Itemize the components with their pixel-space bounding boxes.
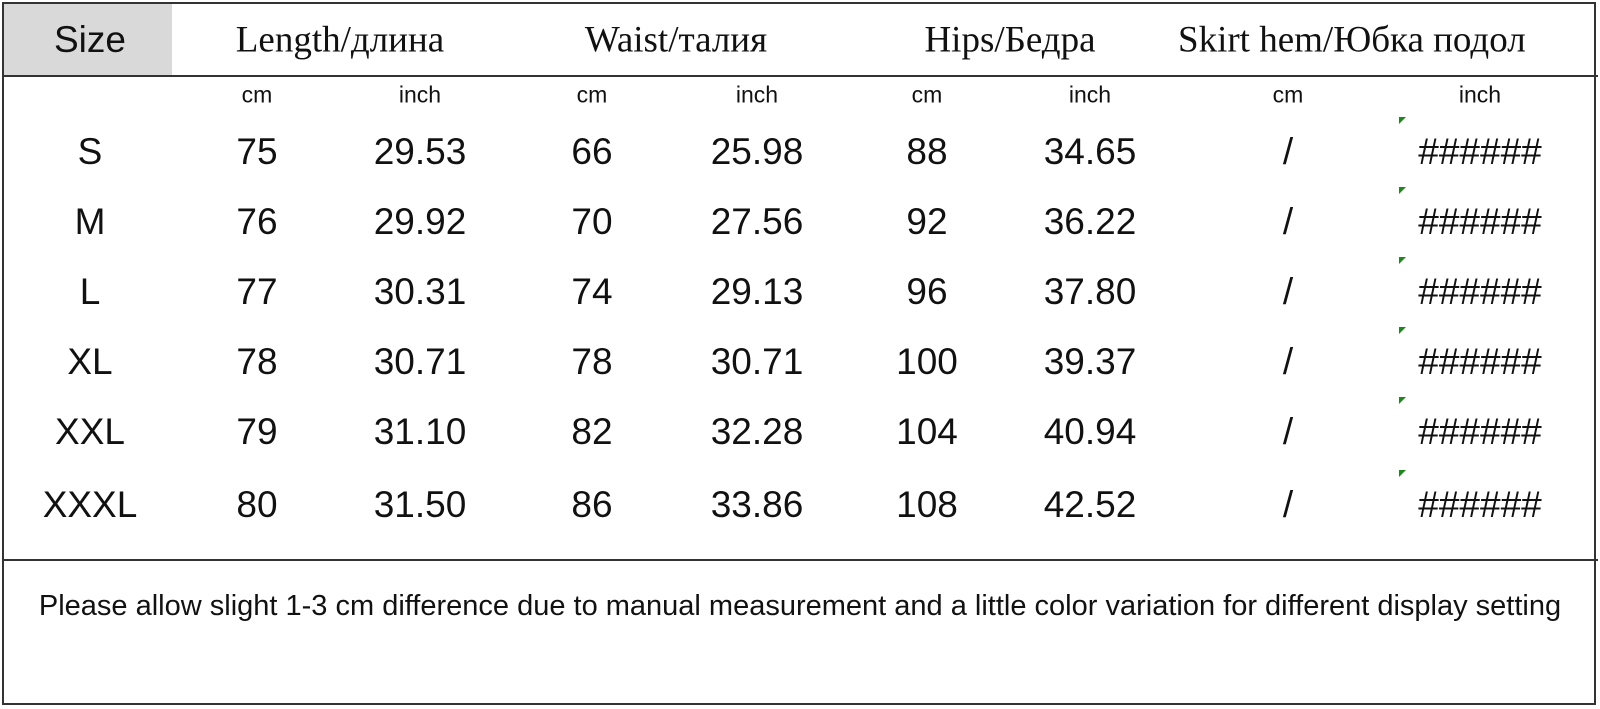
measurement: 76 [236, 201, 278, 242]
measurement: 29.13 [710, 271, 804, 312]
measurement: / [1282, 484, 1294, 525]
size-label: XXXL [42, 484, 138, 525]
header-divider [2, 75, 1598, 77]
header-cell: Size [54, 19, 126, 60]
measurement: 100 [896, 341, 958, 382]
measurement: 37.80 [1043, 271, 1137, 312]
measurement: 32.28 [710, 411, 804, 452]
measurement: 74 [571, 271, 613, 312]
measurement: 88 [906, 131, 948, 172]
measurement: ###### [1418, 484, 1542, 525]
size-header-bg [4, 4, 172, 76]
measurement: / [1282, 341, 1294, 382]
error-indicator [1399, 187, 1406, 194]
error-indicator [1399, 470, 1406, 477]
measurement: 25.98 [710, 131, 804, 172]
measurement: ###### [1418, 411, 1542, 452]
unit-label: cm [1272, 81, 1304, 108]
measurement: 96 [906, 271, 948, 312]
unit-label: inch [735, 81, 779, 108]
measurement: / [1282, 411, 1294, 452]
header-cell: Hips/Бедра [924, 19, 1096, 61]
error-indicator [1399, 327, 1406, 334]
measurement: 31.10 [373, 411, 467, 452]
unit-label: inch [398, 81, 442, 108]
unit-label: cm [576, 81, 608, 108]
measurement: 86 [571, 484, 613, 525]
header-cell: Length/длина [235, 19, 445, 61]
size-label: M [74, 201, 106, 242]
measurement: / [1282, 271, 1294, 312]
measurement: 40.94 [1043, 411, 1137, 452]
unit-label: cm [241, 81, 273, 108]
measurement: 30.71 [373, 341, 467, 382]
error-indicator [1399, 117, 1406, 124]
size-label: XL [67, 341, 113, 382]
measurement: 92 [906, 201, 948, 242]
note: Please allow slight 1-3 cm difference du… [38, 590, 1562, 622]
measurement: 39.37 [1043, 341, 1137, 382]
header-cell: Waist/талия [584, 19, 768, 61]
measurement: 29.92 [373, 201, 467, 242]
measurement: / [1282, 201, 1294, 242]
error-indicator [1399, 397, 1406, 404]
measurement: 78 [571, 341, 613, 382]
measurement: 79 [236, 411, 278, 452]
measurement: 78 [236, 341, 278, 382]
measurement: / [1282, 131, 1294, 172]
measurement: 80 [236, 484, 278, 525]
unit-label: inch [1068, 81, 1112, 108]
measurement: 82 [571, 411, 613, 452]
measurement: 42.52 [1043, 484, 1137, 525]
measurement: ###### [1418, 341, 1542, 382]
size-label: XXL [55, 411, 125, 452]
measurement: 30.71 [710, 341, 804, 382]
measurement: 30.31 [373, 271, 467, 312]
measurement: ###### [1418, 131, 1542, 172]
measurement: 75 [236, 131, 278, 172]
note-divider [2, 559, 1598, 561]
measurement: 108 [896, 484, 958, 525]
measurement: 34.65 [1043, 131, 1137, 172]
unit-label: inch [1458, 81, 1502, 108]
measurement: 31.50 [373, 484, 467, 525]
measurement: 66 [571, 131, 613, 172]
size-label: L [79, 271, 101, 312]
measurement: ###### [1418, 271, 1542, 312]
size-label: S [77, 131, 103, 172]
measurement: 36.22 [1043, 201, 1137, 242]
measurement: 33.86 [710, 484, 804, 525]
measurement: 29.53 [373, 131, 467, 172]
measurement: 70 [571, 201, 613, 242]
measurement: 27.56 [710, 201, 804, 242]
unit-label: cm [911, 81, 943, 108]
measurement: 77 [236, 271, 278, 312]
measurement: ###### [1418, 201, 1542, 242]
measurement: 104 [896, 411, 958, 452]
header-cell: Skirt hem/Юбка подол [1178, 19, 1526, 61]
error-indicator [1399, 257, 1406, 264]
